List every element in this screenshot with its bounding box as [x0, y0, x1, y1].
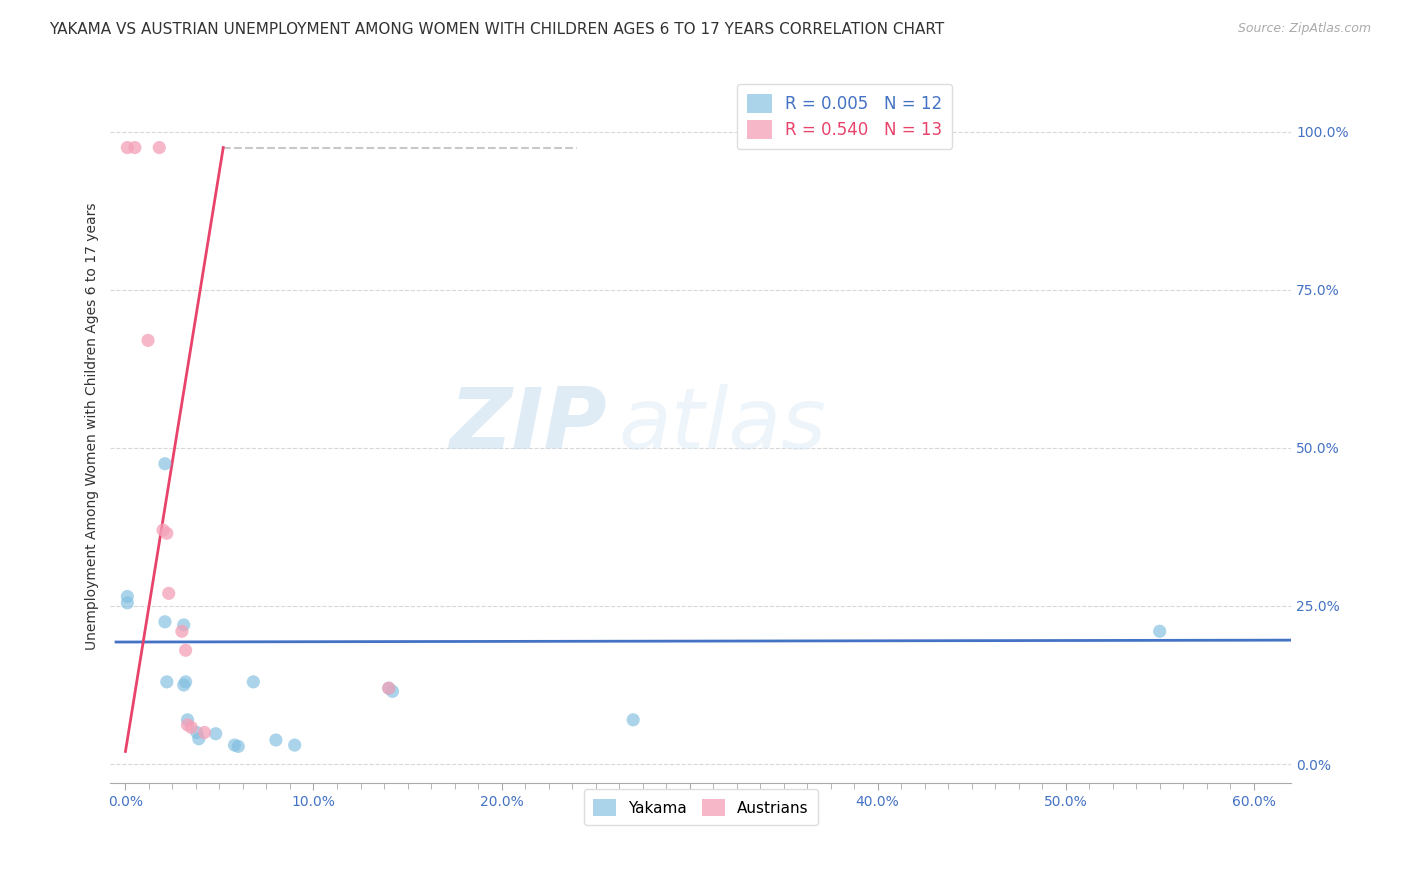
Point: [226, 739, 249, 754]
Point: [170, 624, 193, 639]
Point: [173, 618, 195, 632]
Point: [377, 681, 399, 696]
Point: [174, 643, 197, 657]
Point: [176, 718, 198, 732]
Point: [124, 140, 146, 154]
Point: [136, 334, 159, 348]
Point: [224, 738, 246, 752]
Point: [174, 674, 197, 689]
Point: [284, 738, 307, 752]
Point: [153, 457, 176, 471]
Point: [152, 523, 174, 537]
Text: YAKAMA VS AUSTRIAN UNEMPLOYMENT AMONG WOMEN WITH CHILDREN AGES 6 TO 17 YEARS COR: YAKAMA VS AUSTRIAN UNEMPLOYMENT AMONG WO…: [49, 22, 945, 37]
Point: [117, 590, 139, 604]
Point: [186, 725, 208, 739]
Text: Source: ZipAtlas.com: Source: ZipAtlas.com: [1237, 22, 1371, 36]
Point: [157, 586, 180, 600]
Text: ZIP: ZIP: [449, 384, 606, 467]
Point: [156, 526, 179, 541]
Point: [381, 684, 404, 698]
Point: [621, 713, 644, 727]
Point: [173, 678, 195, 692]
Point: [242, 674, 264, 689]
Point: [204, 727, 226, 741]
Point: [264, 733, 287, 747]
Point: [193, 725, 215, 739]
Point: [180, 720, 202, 734]
Point: [156, 674, 179, 689]
Point: [148, 140, 170, 154]
Point: [187, 731, 209, 746]
Point: [377, 681, 399, 696]
Point: [117, 596, 139, 610]
Text: atlas: atlas: [619, 384, 827, 467]
Y-axis label: Unemployment Among Women with Children Ages 6 to 17 years: Unemployment Among Women with Children A…: [86, 202, 100, 649]
Point: [1149, 624, 1171, 639]
Point: [153, 615, 176, 629]
Legend: Yakama, Austrians: Yakama, Austrians: [583, 789, 818, 825]
Point: [176, 713, 198, 727]
Point: [117, 140, 139, 154]
